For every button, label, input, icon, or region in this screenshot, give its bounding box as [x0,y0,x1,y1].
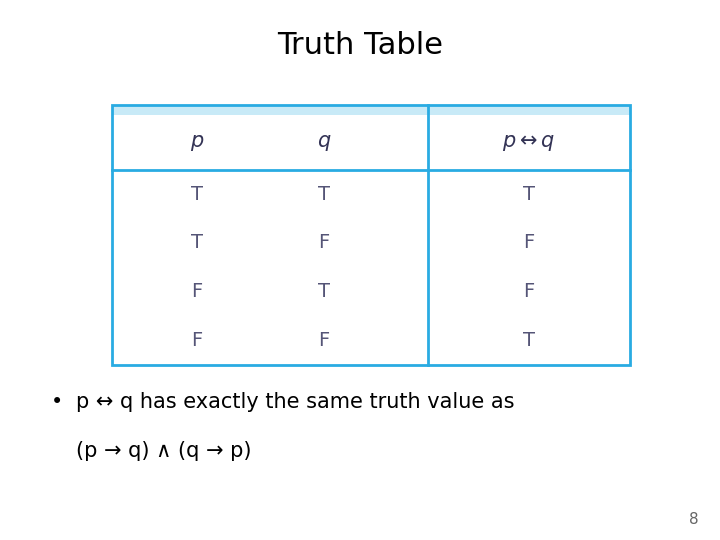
Text: F: F [192,282,203,301]
Text: F: F [318,330,330,350]
Bar [112,170,630,364]
Text: F: F [192,330,203,350]
Text: •: • [50,392,63,413]
Bar [112,115,630,170]
Text: (p → q) ∧ (q → p): (p → q) ∧ (q → p) [76,441,251,461]
Text: $p$: $p$ [190,132,204,153]
Bar [112,105,630,115]
Text: Truth Table: Truth Table [277,31,443,60]
Text: $p \leftrightarrow q$: $p \leftrightarrow q$ [503,132,556,153]
Text: T: T [318,185,330,204]
Text: p ↔ q has exactly the same truth value as: p ↔ q has exactly the same truth value a… [76,392,514,413]
Text: F: F [523,282,535,301]
Text: T: T [191,233,203,253]
Text: T: T [523,185,535,204]
Text: T: T [523,330,535,350]
Text: T: T [318,282,330,301]
Text: $q$: $q$ [317,132,331,153]
Text: T: T [191,185,203,204]
Text: 8: 8 [689,511,698,526]
Text: F: F [318,233,330,253]
Text: F: F [523,233,535,253]
Bar [112,105,630,365]
